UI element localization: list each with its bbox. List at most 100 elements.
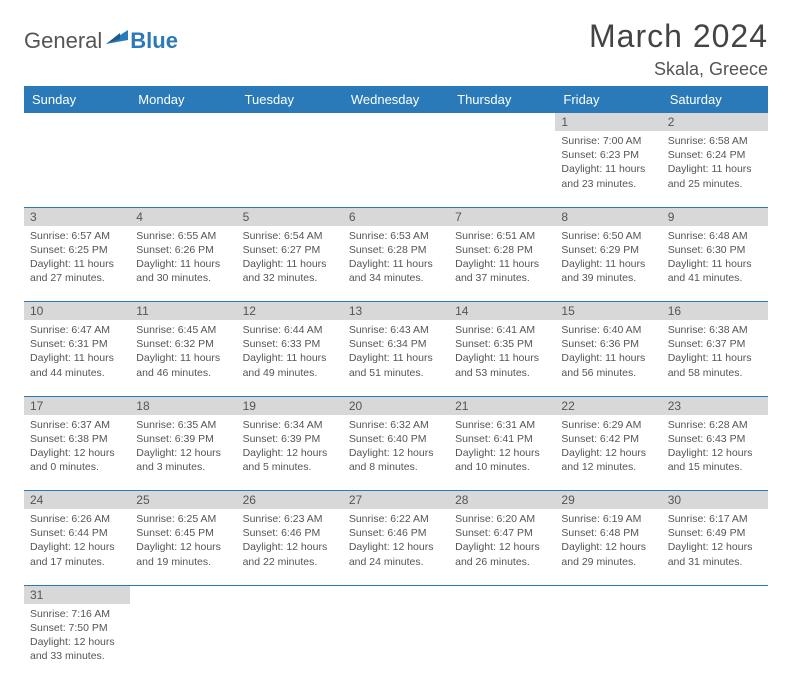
sunrise-line: Sunrise: 6:44 AM [243, 323, 337, 337]
day-content-row: Sunrise: 6:47 AMSunset: 6:31 PMDaylight:… [24, 320, 768, 396]
sunset-line: Sunset: 6:33 PM [243, 337, 337, 351]
location: Skala, Greece [589, 59, 768, 80]
day-number-cell: 28 [449, 491, 555, 510]
sunset-line: Sunset: 6:44 PM [30, 526, 124, 540]
day-number-cell: 5 [237, 207, 343, 226]
day-content-row: Sunrise: 6:26 AMSunset: 6:44 PMDaylight:… [24, 509, 768, 585]
day-content-cell: Sunrise: 6:48 AMSunset: 6:30 PMDaylight:… [662, 226, 768, 302]
day-content-row: Sunrise: 6:57 AMSunset: 6:25 PM Daylight:… [24, 226, 768, 302]
flag-icon [106, 30, 128, 44]
day-content-cell: Sunrise: 6:53 AMSunset: 6:28 PMDaylight:… [343, 226, 449, 302]
daylight-line: Daylight: 12 hours and 33 minutes. [30, 635, 124, 663]
sunset-line: Sunset: 6:43 PM [668, 432, 762, 446]
sunrise-line: Sunrise: 6:48 AM [668, 229, 762, 243]
weekday-header: Sunday [24, 86, 130, 113]
calendar-body: 12Sunrise: 7:00 AMSunset: 6:23 PMDayligh… [24, 113, 768, 680]
weekday-header: Thursday [449, 86, 555, 113]
day-number-cell: 18 [130, 396, 236, 415]
day-content-cell [555, 604, 661, 680]
day-number-cell: 26 [237, 491, 343, 510]
day-content-cell: Sunrise: 6:34 AMSunset: 6:39 PMDaylight:… [237, 415, 343, 491]
sunset-line: Sunset: 6:47 PM [455, 526, 549, 540]
day-content-cell: Sunrise: 6:50 AMSunset: 6:29 PMDaylight:… [555, 226, 661, 302]
daylight-line: Daylight: 12 hours and 26 minutes. [455, 540, 549, 568]
day-number-cell: 11 [130, 302, 236, 321]
sunset-line: Sunset: 6:27 PM [243, 243, 337, 257]
sunrise-line: Sunrise: 6:31 AM [455, 418, 549, 432]
sunset-line: Sunset: 6:40 PM [349, 432, 443, 446]
sunset-line: Sunset: 6:39 PM [243, 432, 337, 446]
calendar-table: SundayMondayTuesdayWednesdayThursdayFrid… [24, 86, 768, 680]
day-number-cell: 23 [662, 396, 768, 415]
daylight-line: Daylight: 12 hours and 12 minutes. [561, 446, 655, 474]
sunrise-line: Sunrise: 6:17 AM [668, 512, 762, 526]
daylight-line: Daylight: 11 hours and 56 minutes. [561, 351, 655, 379]
daylight-line: Daylight: 11 hours and 41 minutes. [668, 257, 762, 285]
day-content-cell [449, 604, 555, 680]
daylight-line: Daylight: 11 hours and 46 minutes. [136, 351, 230, 379]
day-content-cell: Sunrise: 6:20 AMSunset: 6:47 PMDaylight:… [449, 509, 555, 585]
daylight-line: Daylight: 11 hours and 51 minutes. [349, 351, 443, 379]
day-number-cell [237, 585, 343, 604]
daylight-line: Daylight: 12 hours and 5 minutes. [243, 446, 337, 474]
daylight-line: Daylight: 12 hours and 29 minutes. [561, 540, 655, 568]
sunrise-line: Sunrise: 6:57 AM [30, 229, 124, 243]
day-content-row: Sunrise: 7:16 AMSunset: 7:50 PMDaylight:… [24, 604, 768, 680]
day-number-cell [130, 585, 236, 604]
daylight-line: Daylight: 11 hours and 53 minutes. [455, 351, 549, 379]
sunset-line: Sunset: 6:45 PM [136, 526, 230, 540]
weekday-header-row: SundayMondayTuesdayWednesdayThursdayFrid… [24, 86, 768, 113]
day-content-cell: Sunrise: 6:28 AMSunset: 6:43 PMDaylight:… [662, 415, 768, 491]
daylight-line: Daylight: 12 hours and 17 minutes. [30, 540, 124, 568]
sunset-line: Sunset: 6:38 PM [30, 432, 124, 446]
day-number-cell: 4 [130, 207, 236, 226]
header: General Blue March 2024 Skala, Greece [24, 18, 768, 80]
day-content-cell: Sunrise: 6:44 AMSunset: 6:33 PMDaylight:… [237, 320, 343, 396]
sunrise-line: Sunrise: 6:34 AM [243, 418, 337, 432]
day-content-cell: Sunrise: 6:40 AMSunset: 6:36 PMDaylight:… [555, 320, 661, 396]
day-content-cell: Sunrise: 6:29 AMSunset: 6:42 PMDaylight:… [555, 415, 661, 491]
day-number-cell: 12 [237, 302, 343, 321]
sunrise-line: Sunrise: 6:54 AM [243, 229, 337, 243]
day-number-cell: 30 [662, 491, 768, 510]
sunset-line: Sunset: 6:26 PM [136, 243, 230, 257]
day-number-cell: 1 [555, 113, 661, 131]
day-number-cell: 3 [24, 207, 130, 226]
daylight-line: Daylight: 11 hours and 34 minutes. [349, 257, 443, 285]
day-content-cell: Sunrise: 6:51 AMSunset: 6:28 PMDaylight:… [449, 226, 555, 302]
day-content-cell [237, 604, 343, 680]
day-number-cell: 17 [24, 396, 130, 415]
day-number-cell [555, 585, 661, 604]
sunrise-line: Sunrise: 6:38 AM [668, 323, 762, 337]
day-number-cell: 16 [662, 302, 768, 321]
day-content-cell [343, 604, 449, 680]
sunset-line: Sunset: 6:25 PM [30, 243, 124, 257]
sunrise-line: Sunrise: 6:37 AM [30, 418, 124, 432]
day-content-cell: Sunrise: 6:57 AMSunset: 6:25 PMDaylight:… [24, 226, 130, 302]
sunset-line: Sunset: 6:46 PM [243, 526, 337, 540]
logo-general: General [24, 28, 102, 54]
sunrise-line: Sunrise: 6:43 AM [349, 323, 443, 337]
day-content-cell: Sunrise: 6:45 AMSunset: 6:32 PMDaylight:… [130, 320, 236, 396]
day-content-cell [130, 604, 236, 680]
day-content-cell: Sunrise: 6:31 AMSunset: 6:41 PMDaylight:… [449, 415, 555, 491]
day-number-cell [130, 113, 236, 131]
page-title: March 2024 [589, 18, 768, 55]
sunset-line: Sunset: 6:29 PM [561, 243, 655, 257]
sunset-line: Sunset: 6:37 PM [668, 337, 762, 351]
day-content-cell: Sunrise: 6:43 AMSunset: 6:34 PMDaylight:… [343, 320, 449, 396]
daylight-line: Daylight: 12 hours and 15 minutes. [668, 446, 762, 474]
daylight-line: Daylight: 12 hours and 3 minutes. [136, 446, 230, 474]
sunset-line: Sunset: 7:50 PM [30, 621, 124, 635]
day-content-cell: Sunrise: 6:23 AMSunset: 6:46 PMDaylight:… [237, 509, 343, 585]
daylight-line: Daylight: 12 hours and 24 minutes. [349, 540, 443, 568]
day-number-cell: 25 [130, 491, 236, 510]
sunset-line: Sunset: 6:36 PM [561, 337, 655, 351]
sunset-line: Sunset: 6:35 PM [455, 337, 549, 351]
sunrise-line: Sunrise: 6:35 AM [136, 418, 230, 432]
day-number-row: 3456789 [24, 207, 768, 226]
day-number-cell: 9 [662, 207, 768, 226]
day-content-cell: Sunrise: 6:41 AMSunset: 6:35 PMDaylight:… [449, 320, 555, 396]
day-number-cell: 13 [343, 302, 449, 321]
sunset-line: Sunset: 6:24 PM [668, 148, 762, 162]
